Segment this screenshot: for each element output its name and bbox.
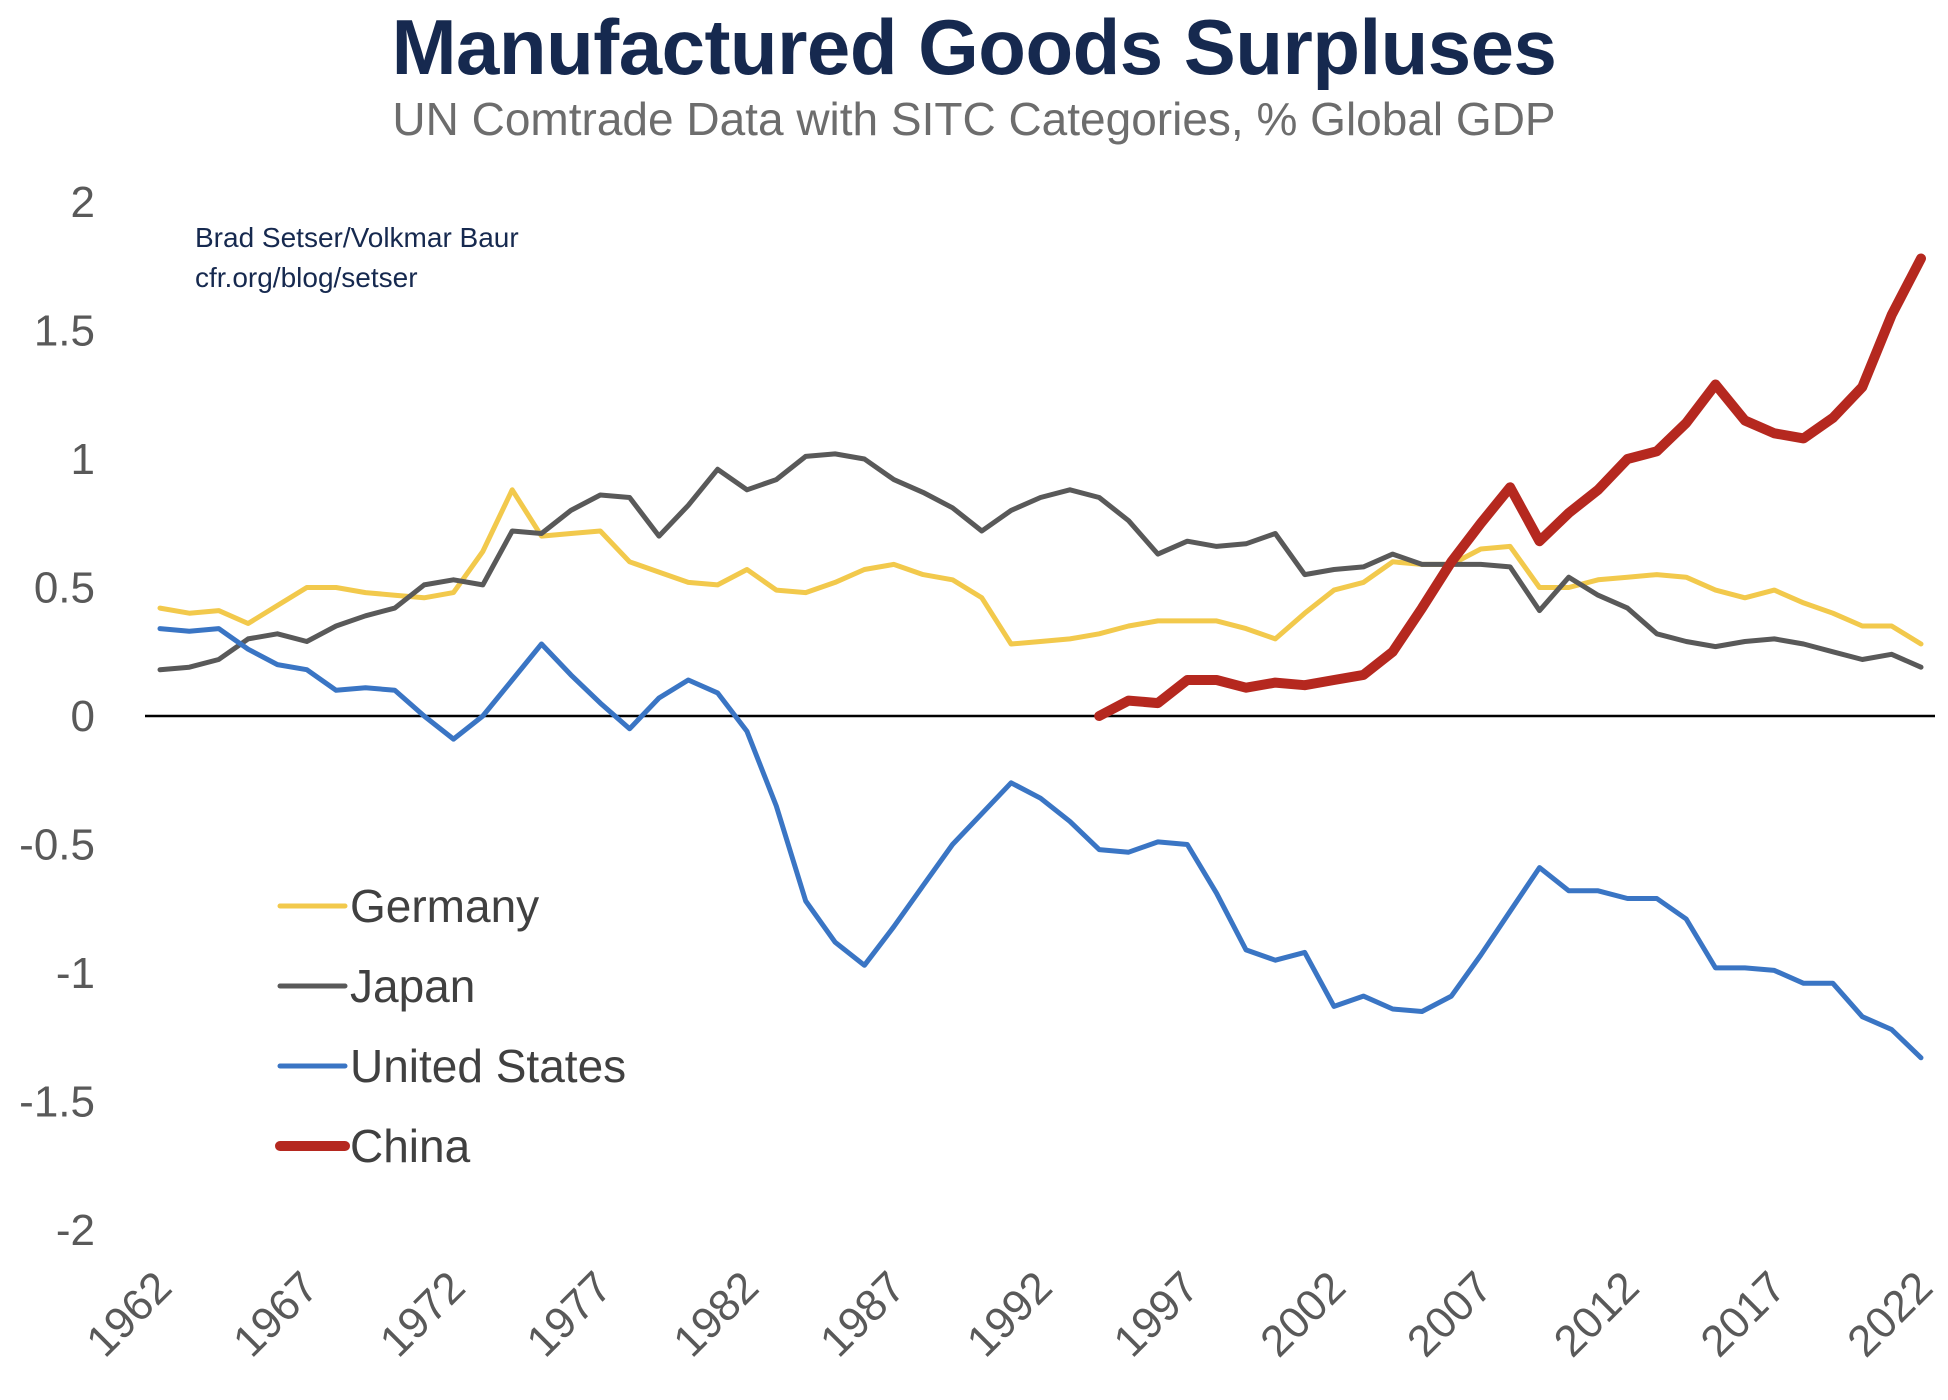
x-tick-label: 1972 (371, 1262, 475, 1366)
series-line-germany (157, 487, 1924, 647)
legend: Germany Japan United States China (275, 880, 626, 1172)
x-tick-label: 1962 (77, 1262, 181, 1366)
x-tick-label: 1967 (224, 1262, 328, 1366)
y-tick-label: -2 (56, 1206, 95, 1255)
chart-title: Manufactured Goods Surpluses (391, 3, 1557, 91)
chart-subtitle: UN Comtrade Data with SITC Categories, %… (392, 93, 1556, 145)
credit-author: Brad Setser/Volkmar Baur (195, 222, 519, 253)
legend-label-germany: Germany (350, 880, 539, 932)
x-tick-label: 1992 (958, 1262, 1062, 1366)
y-tick-label: -0.5 (19, 821, 95, 870)
y-tick-label: 2 (71, 178, 95, 227)
legend-label-united-states: United States (350, 1040, 626, 1092)
y-tick-label: 0.5 (34, 564, 95, 613)
x-tick-label: 1997 (1104, 1262, 1208, 1366)
x-tick-label: 2022 (1838, 1262, 1942, 1366)
x-tick-label: 2002 (1251, 1262, 1355, 1366)
x-tick-label: 2012 (1545, 1262, 1649, 1366)
x-tick-label: 2017 (1691, 1262, 1795, 1366)
series-line-japan (157, 451, 1924, 673)
y-axis-ticks: 2 1.5 1 0.5 0 -0.5 -1 -1.5 -2 (19, 178, 95, 1255)
x-tick-label: 1982 (664, 1262, 768, 1366)
series-line-united-states (157, 626, 1924, 1061)
x-tick-label: 1977 (517, 1262, 621, 1366)
credit-url: cfr.org/blog/setser (195, 262, 418, 293)
y-tick-label: 1 (71, 435, 95, 484)
y-tick-label: 0 (71, 692, 95, 741)
series-line-china (1094, 253, 1926, 721)
legend-label-japan: Japan (350, 960, 475, 1012)
x-tick-label: 1987 (811, 1262, 915, 1366)
y-tick-label: -1 (56, 949, 95, 998)
legend-label-china: China (350, 1120, 471, 1172)
y-tick-label: -1.5 (19, 1078, 95, 1127)
y-tick-label: 1.5 (34, 307, 95, 356)
series-lines (157, 253, 1926, 1061)
x-tick-label: 2007 (1398, 1262, 1502, 1366)
x-axis-ticks: 1962 1967 1972 1977 1982 1987 1992 1997 2002 2007… (77, 1262, 1942, 1366)
